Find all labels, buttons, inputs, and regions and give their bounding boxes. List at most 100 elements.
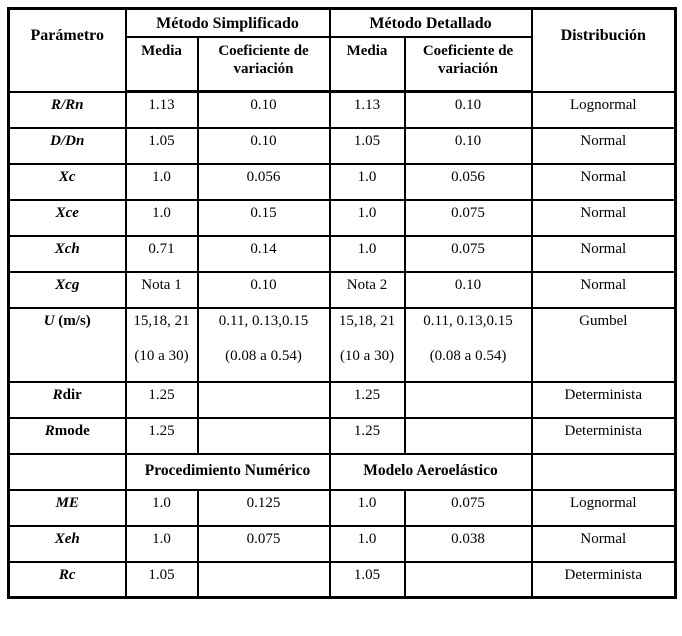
value-line1: 0.11, 0.13,0.15 — [423, 312, 513, 329]
param-label: R — [52, 386, 63, 403]
header-metodo-detallado: Método Detallado — [328, 7, 533, 38]
header-distribucion: Distribución — [530, 7, 677, 93]
param-cell: Rc — [7, 560, 127, 599]
value-cell: 1.05 — [328, 560, 406, 599]
distribution-cell: Normal — [530, 524, 677, 563]
value-cell: 0.056 — [403, 162, 533, 201]
param-cell: R/Rn — [7, 90, 127, 129]
value-cell: 0.125 — [196, 488, 331, 527]
value-cell: 0.075 — [403, 488, 533, 527]
value-cell — [196, 416, 331, 455]
value-cell: 1.13 — [124, 90, 199, 129]
value-cell: 0.15 — [196, 198, 331, 237]
header-cv-detallado: Coeficiente de variación — [403, 35, 533, 93]
table-row-rdir: Rdir 1.25 1.25 Determinista — [7, 380, 677, 419]
value-cell: 0.075 — [403, 198, 533, 237]
param-cell: U (m/s) — [7, 306, 127, 383]
header-metodo-simplificado: Método Simplificado — [124, 7, 331, 38]
table-row-rc: Rc 1.05 1.05 Determinista — [7, 560, 677, 599]
value-line1: 15,18, 21 — [338, 312, 396, 329]
distribution-cell: Normal — [530, 234, 677, 273]
value-cell: 1.0 — [124, 162, 199, 201]
value-cell: 1.25 — [328, 416, 406, 455]
param-cell: D/Dn — [7, 126, 127, 165]
value-cell — [196, 380, 331, 419]
value-cell: 0.11, 0.13,0.15 (0.08 a 0.54) — [403, 306, 533, 383]
param-cell: Xch — [7, 234, 127, 273]
value-cell — [196, 560, 331, 599]
param-cell: Xc — [7, 162, 127, 201]
header-row-groups: Parámetro Método Simplificado Método Det… — [7, 7, 677, 93]
value-line2: (10 a 30) — [134, 348, 189, 365]
distribution-cell: Normal — [530, 198, 677, 237]
value-cell: 0.056 — [196, 162, 331, 201]
value-cell: 1.0 — [328, 234, 406, 273]
value-cell: 1.0 — [328, 488, 406, 527]
value-cell: 1.05 — [328, 126, 406, 165]
distribution-cell: Normal — [530, 270, 677, 309]
table-row-me: ME 1.0 0.125 1.0 0.075 Lognormal — [7, 488, 677, 527]
header-media-simplificado: Media — [124, 35, 199, 93]
value-cell: 1.0 — [328, 162, 406, 201]
param-label: ME — [55, 494, 79, 511]
value-cell: 0.14 — [196, 234, 331, 273]
param-cell: ME — [7, 488, 127, 527]
table-row-xce: Xce 1.0 0.15 1.0 0.075 Normal — [7, 198, 677, 237]
value-cell: 0.71 — [124, 234, 199, 273]
param-label: Xeh — [54, 530, 80, 547]
param-label: Xch — [54, 240, 80, 257]
header-media-detallado: Media — [328, 35, 406, 93]
value-cell: 1.0 — [124, 524, 199, 563]
table-row-xcg: Xcg Nota 1 0.10 Nota 2 0.10 Normal — [7, 270, 677, 309]
value-cell: 0.10 — [403, 90, 533, 129]
table-row-ddn: D/Dn 1.05 0.10 1.05 0.10 Normal — [7, 126, 677, 165]
value-cell — [403, 380, 533, 419]
empty-cell — [530, 452, 677, 491]
param-label: R/Rn — [50, 96, 84, 113]
param-label: Rc — [58, 566, 76, 583]
value-cell: Nota 2 — [328, 270, 406, 309]
param-cell: Xeh — [7, 524, 127, 563]
value-cell: 1.25 — [124, 380, 199, 419]
section-procedimiento-numerico: Procedimiento Numérico — [124, 452, 331, 491]
table-row-xeh: Xeh 1.0 0.075 1.0 0.038 Normal — [7, 524, 677, 563]
distribution-cell: Lognormal — [530, 90, 677, 129]
value-cell: 1.13 — [328, 90, 406, 129]
header-parametro: Parámetro — [7, 7, 127, 93]
value-cell: 0.10 — [196, 126, 331, 165]
param-label: D/Dn — [50, 132, 85, 149]
param-label: U — [43, 312, 55, 329]
param-label-roman: mode — [54, 422, 90, 439]
value-cell: 15,18, 21 (10 a 30) — [328, 306, 406, 383]
value-line2: (10 a 30) — [339, 348, 395, 365]
table-row-xc: Xc 1.0 0.056 1.0 0.056 Normal — [7, 162, 677, 201]
param-cell: Rmode — [7, 416, 127, 455]
empty-cell — [7, 452, 127, 491]
distribution-cell: Determinista — [530, 416, 677, 455]
section-header-row: Procedimiento Numérico Modelo Aeroelásti… — [7, 452, 677, 491]
table-row-xch: Xch 0.71 0.14 1.0 0.075 Normal — [7, 234, 677, 273]
value-cell: 1.0 — [328, 198, 406, 237]
param-cell: Xce — [7, 198, 127, 237]
distribution-cell: Lognormal — [530, 488, 677, 527]
table-row-rmode: Rmode 1.25 1.25 Determinista — [7, 416, 677, 455]
value-cell — [403, 560, 533, 599]
value-cell: 1.0 — [328, 524, 406, 563]
value-cell: Nota 1 — [124, 270, 199, 309]
value-cell: 0.10 — [403, 270, 533, 309]
distribution-cell: Determinista — [530, 380, 677, 419]
section-modelo-aeroelastico: Modelo Aeroelástico — [328, 452, 533, 491]
value-cell: 1.0 — [124, 488, 199, 527]
value-cell: 1.05 — [124, 126, 199, 165]
header-row-sub: Media Coeficiente de variación Media Coe… — [9, 35, 676, 93]
param-label-roman: dir — [62, 386, 82, 403]
distribution-cell: Normal — [530, 126, 677, 165]
distribution-cell: Gumbel — [530, 306, 677, 383]
value-cell: 0.10 — [196, 270, 331, 309]
value-cell — [403, 416, 533, 455]
value-cell: 0.075 — [403, 234, 533, 273]
value-cell: 1.25 — [328, 380, 406, 419]
param-label: Xc — [58, 168, 76, 185]
value-line1: 0.11, 0.13,0.15 — [218, 312, 309, 329]
value-cell: 15,18, 21 (10 a 30) — [124, 306, 199, 383]
